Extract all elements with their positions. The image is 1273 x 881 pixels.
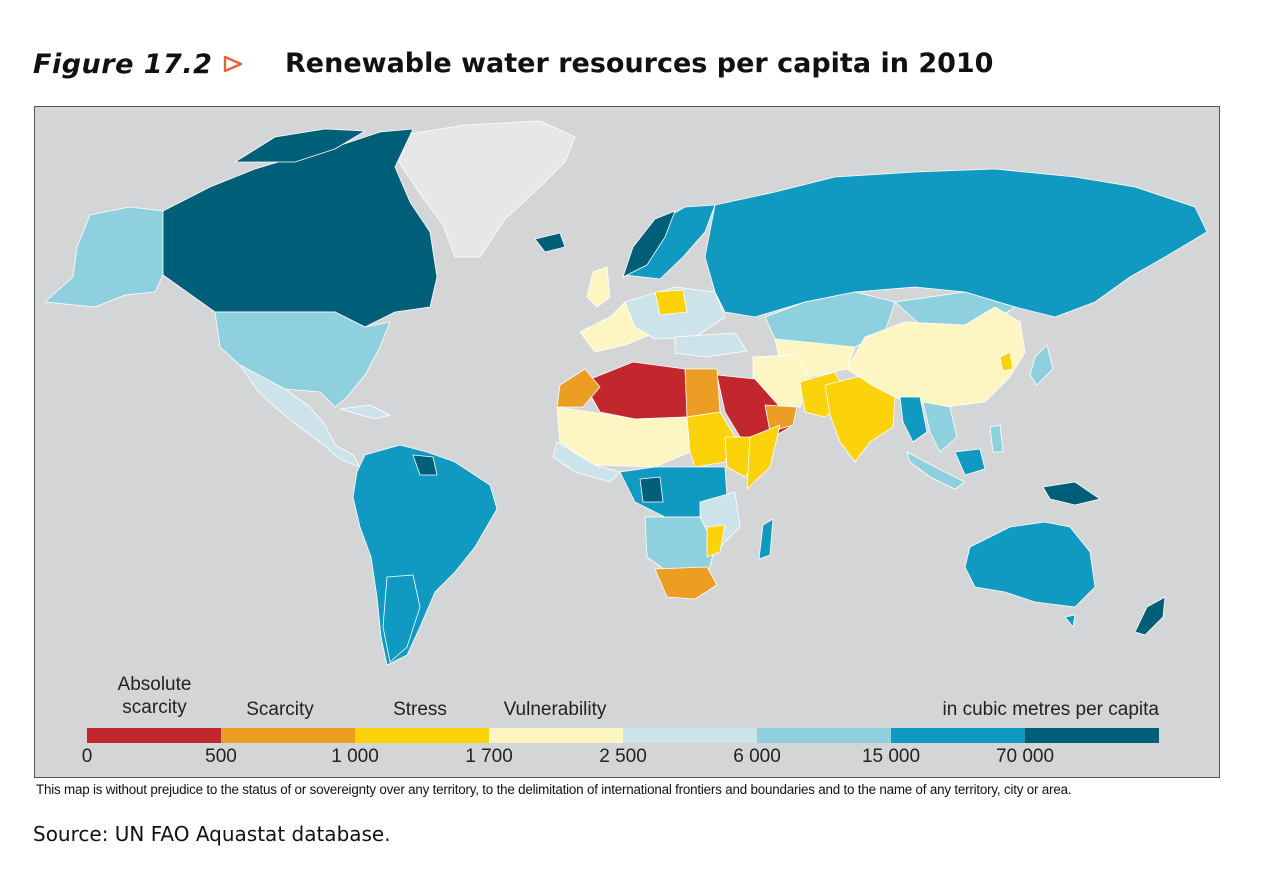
region-indonesia-w — [906, 451, 966, 490]
legend-tick-500: 500 — [205, 746, 237, 767]
figure-header: Figure 17.2 Renewable water resources pe… — [33, 42, 993, 86]
region-madagascar — [758, 518, 774, 560]
map-frame: Absolute scarcity Scarcity Stress Vulner… — [34, 106, 1220, 778]
legend-unit-label: in cubic metres per capita — [942, 699, 1160, 720]
region-guyanas — [412, 454, 438, 476]
region-south-africa — [654, 566, 718, 600]
legend-tick-0: 0 — [81, 746, 93, 767]
legend-tick-1700: 1 700 — [465, 746, 513, 767]
legend-seg-5 — [757, 728, 891, 743]
region-norway — [622, 210, 676, 278]
region-south-america — [352, 444, 498, 666]
region-sahel — [556, 406, 691, 468]
legend-tick-6000: 6 000 — [733, 746, 781, 767]
region-mozambique — [706, 524, 726, 558]
region-alaska — [44, 206, 164, 308]
legend-seg-3 — [489, 728, 623, 743]
legend-seg-2 — [355, 728, 489, 743]
legend-tick-2500: 2 500 — [599, 746, 647, 767]
legend-seg-7 — [1025, 728, 1159, 743]
region-borneo — [954, 448, 986, 476]
legend-tick-15000: 15 000 — [861, 746, 921, 767]
legend-label-vulnerability: Vulnerability — [503, 699, 607, 720]
legend-seg-4 — [623, 728, 757, 743]
region-new-zealand — [1134, 596, 1166, 636]
legend-label-stress: Stress — [393, 699, 447, 720]
legend-tick-1000: 1 000 — [331, 746, 379, 767]
region-japan — [1029, 344, 1054, 386]
region-sudan — [686, 411, 736, 468]
region-congo — [639, 476, 664, 503]
region-arctic-islands — [234, 128, 366, 163]
legend-label-scarcity: Scarcity — [246, 699, 314, 720]
region-philippines — [989, 424, 1004, 453]
region-new-guinea — [1042, 481, 1101, 506]
world-map — [44, 120, 1208, 666]
legend-seg-0 — [87, 728, 221, 743]
region-somalia — [746, 424, 781, 490]
region-argentina — [382, 574, 421, 663]
region-indochina — [922, 401, 958, 453]
figure-title: Renewable water resources per capita in … — [285, 48, 994, 79]
legend-seg-6 — [891, 728, 1025, 743]
region-myanmar — [899, 396, 928, 443]
region-west-africa — [552, 441, 621, 483]
figure-number: Figure 17.2 — [33, 48, 213, 80]
region-greenland — [396, 120, 576, 258]
region-russia — [704, 168, 1208, 318]
legend-color-bar — [87, 728, 1159, 743]
map-disclaimer: This map is without prejudice to the sta… — [36, 782, 1072, 797]
figure-arrow-icon — [224, 55, 243, 73]
region-turkey — [674, 332, 748, 358]
region-usa — [214, 311, 391, 408]
legend-seg-1 — [221, 728, 355, 743]
region-morocco — [556, 368, 601, 408]
region-yemen-oman — [764, 404, 798, 433]
region-iceland — [534, 232, 566, 253]
region-caribbean — [339, 404, 391, 420]
region-uk — [586, 266, 611, 308]
legend-tick-70000: 70 000 — [995, 746, 1055, 767]
region-australia — [964, 521, 1096, 608]
region-north-africa — [582, 361, 696, 420]
legend-label-absolute-scarcity: Absolute scarcity — [117, 674, 192, 718]
source-note: Source: UN FAO Aquastat database. — [33, 822, 391, 846]
region-poland — [654, 289, 688, 316]
region-egypt — [684, 368, 721, 418]
region-korea — [999, 351, 1014, 372]
region-tasmania — [1064, 614, 1076, 628]
